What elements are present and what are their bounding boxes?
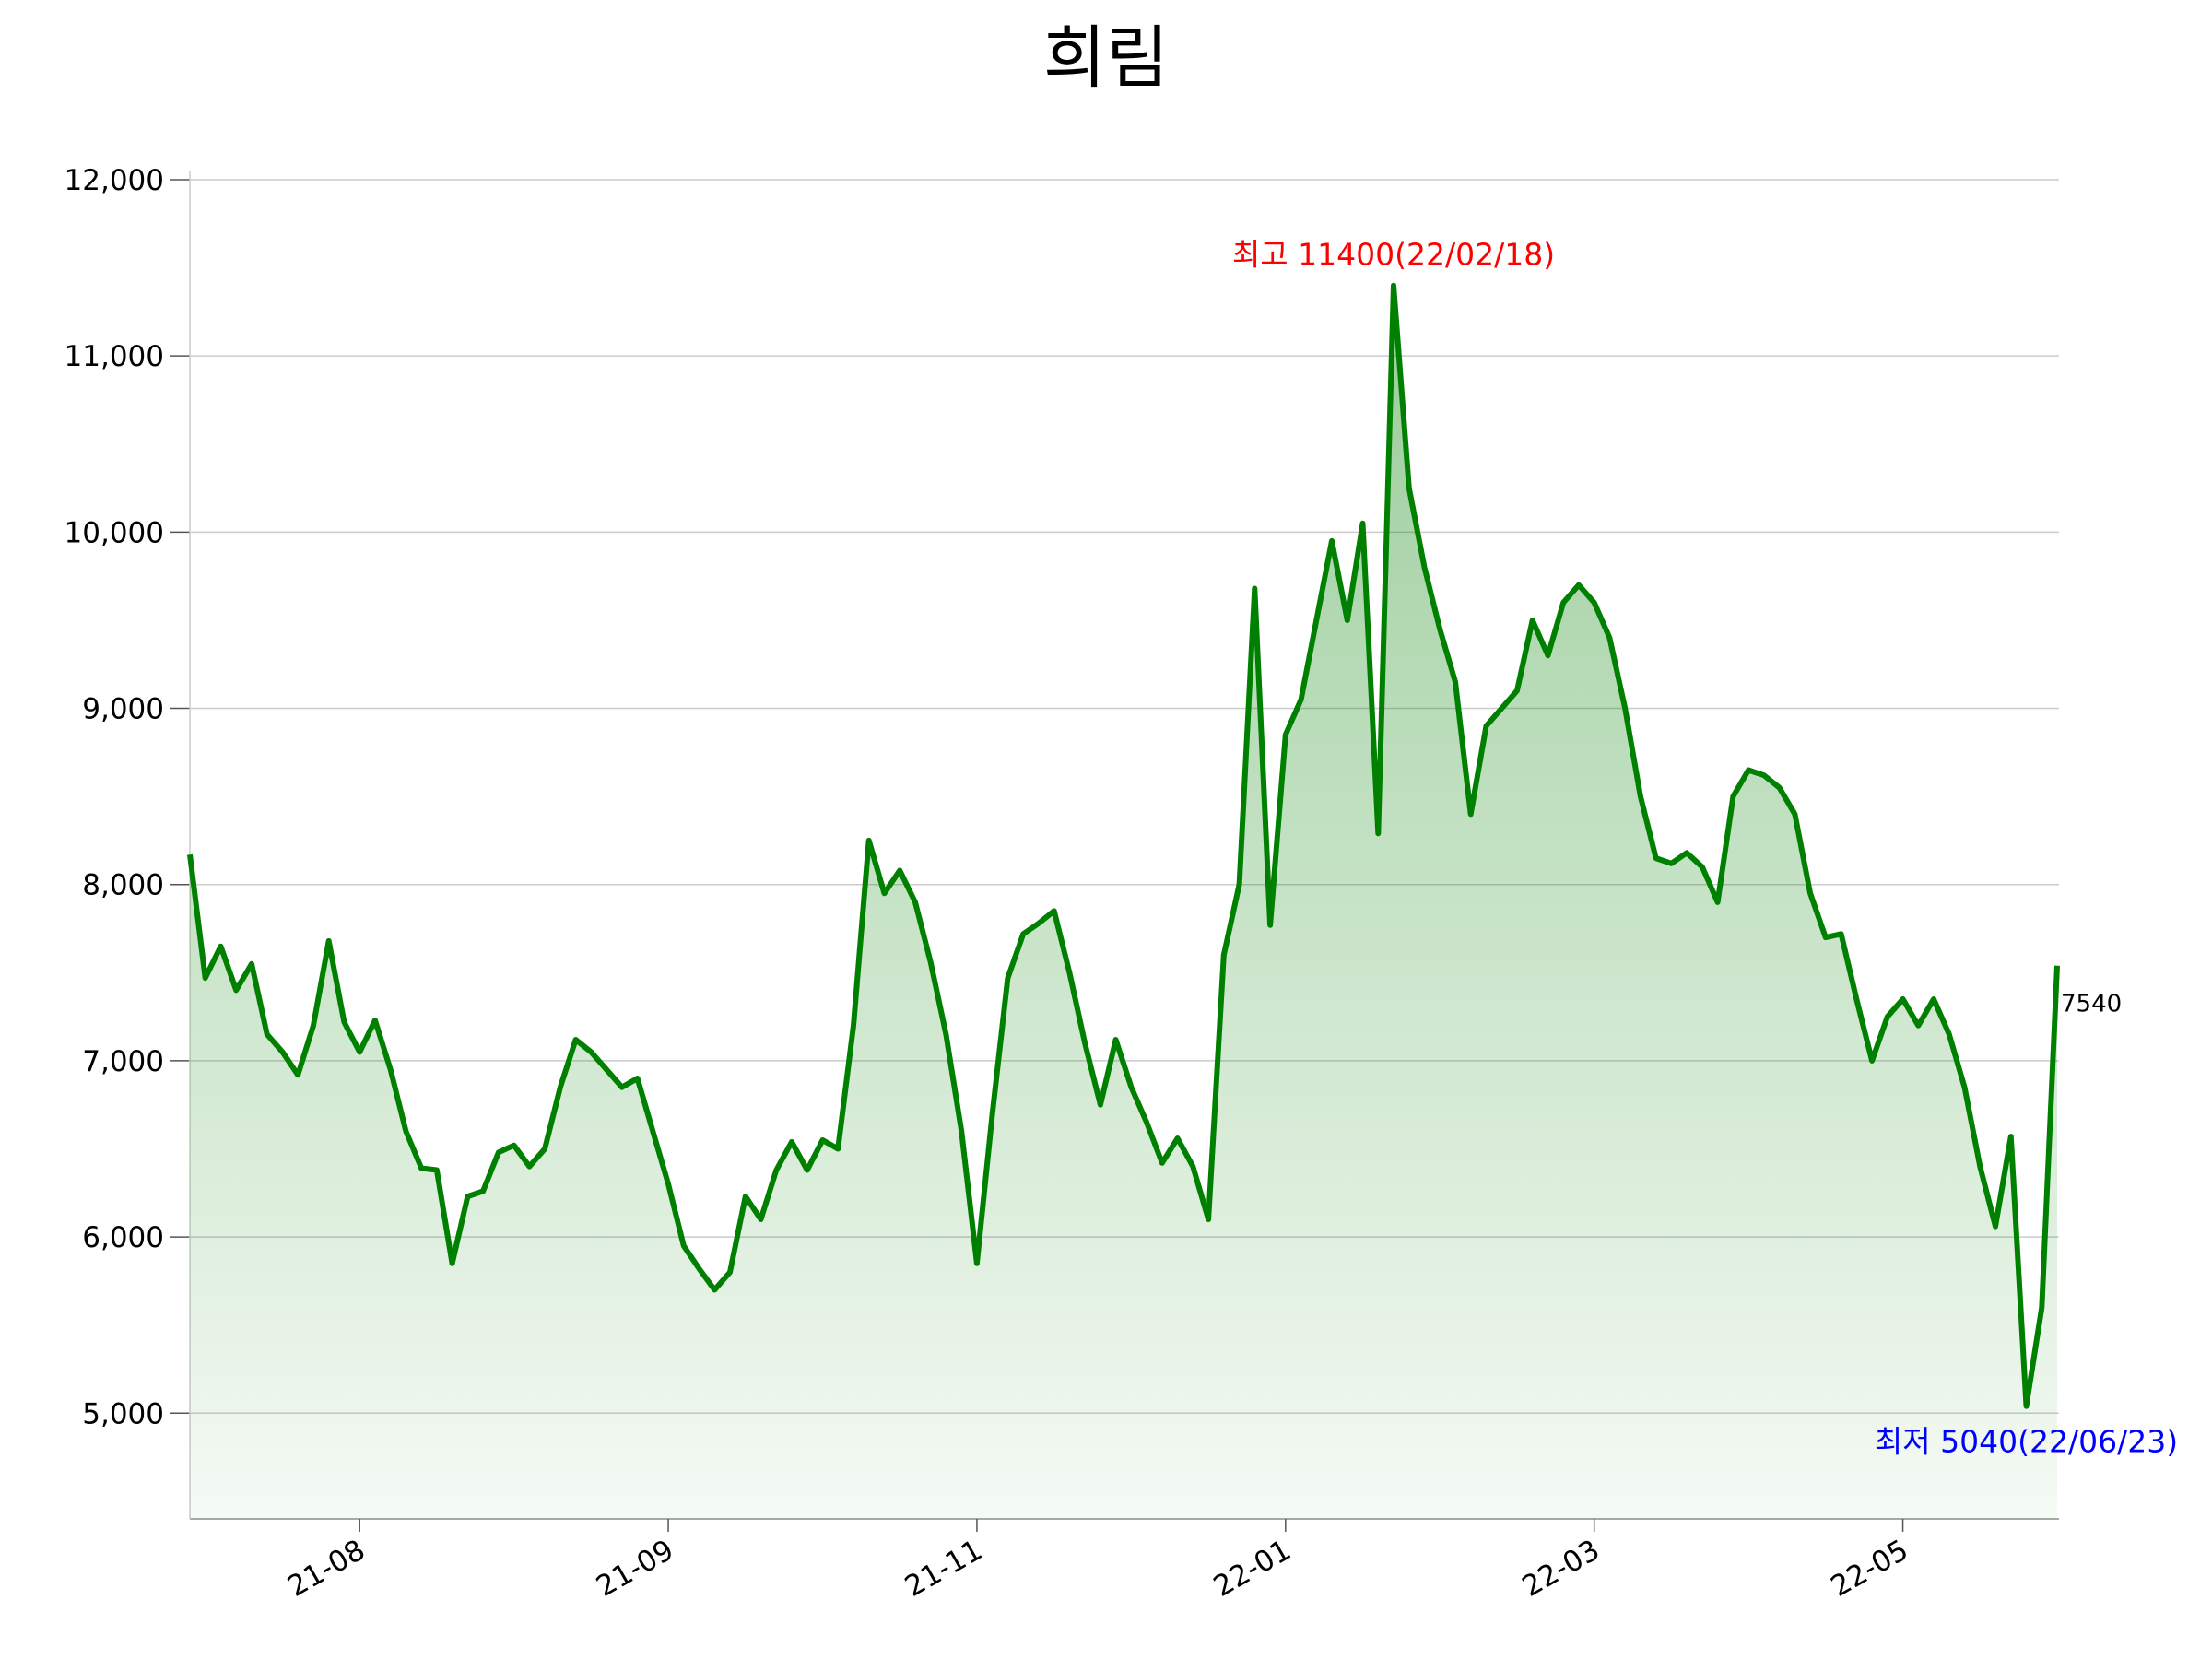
y-tick-label: 6,000 — [82, 1221, 164, 1254]
x-tick-label: 21-11 — [900, 1534, 988, 1604]
x-tick-label: 21-08 — [282, 1534, 371, 1604]
annotation: 최고 11400(22/02/18) — [1232, 237, 1555, 273]
chart-title: 희림 — [1043, 18, 1169, 98]
y-tick-label: 5,000 — [82, 1397, 164, 1430]
y-tick-label: 9,000 — [82, 693, 164, 726]
x-tick-label: 22-05 — [1826, 1534, 1914, 1604]
x-tick-label: 22-01 — [1208, 1534, 1297, 1604]
annotation: 7540 — [2061, 991, 2122, 1018]
y-tick-label: 8,000 — [82, 869, 164, 902]
y-tick-label: 10,000 — [65, 516, 164, 549]
y-tick-label: 11,000 — [65, 340, 164, 373]
y-tick-label: 12,000 — [65, 164, 164, 197]
area — [190, 285, 2057, 1520]
x-tick-label: 21-09 — [591, 1534, 679, 1604]
x-tick-label: 22-03 — [1517, 1534, 1606, 1604]
line — [187, 282, 2060, 1409]
y-tick-label: 7,000 — [82, 1045, 164, 1078]
annotation: 최저 5040(22/06/23) — [1875, 1424, 2178, 1460]
